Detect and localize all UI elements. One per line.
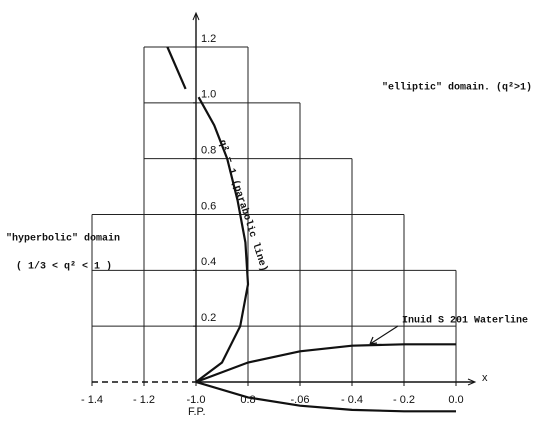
x-axis-label: x (482, 372, 488, 384)
series-label: Inuid S 201 Waterline (402, 315, 528, 327)
y-tick-label: 0.4 (201, 256, 216, 268)
y-tick-label: 0.2 (201, 312, 216, 324)
annotation: "elliptic" domain. (q²>1) (382, 82, 532, 94)
annotation: "hyperbolic" domain (6, 233, 120, 245)
series-line (195, 380, 456, 413)
x-tick-label: - 1.2 (133, 394, 155, 406)
y-tick-label: 1.0 (201, 89, 216, 101)
x-axis-arrow (467, 378, 477, 386)
series-line (195, 343, 456, 384)
annotation: ( 1/3 < q² < 1 ) (16, 261, 112, 273)
y-axis-arrow (192, 11, 200, 21)
x-tick-label: - 0.4 (341, 394, 363, 406)
annotation: F.P. (188, 406, 206, 418)
y-tick-label: 0.8 (201, 145, 216, 157)
x-tick-label: - 1.4 (81, 394, 103, 406)
y-tick-label: 1.2 (201, 33, 216, 45)
annotation-arrow (369, 325, 399, 345)
x-tick-label: -.06 (291, 394, 310, 406)
y-tick-label: 0.6 (201, 200, 216, 212)
x-tick-label: -1.0 (187, 394, 206, 406)
x-tick-label: 0.0 (448, 394, 463, 406)
x-tick-label: - 0.2 (393, 394, 415, 406)
series-line (166, 46, 250, 383)
